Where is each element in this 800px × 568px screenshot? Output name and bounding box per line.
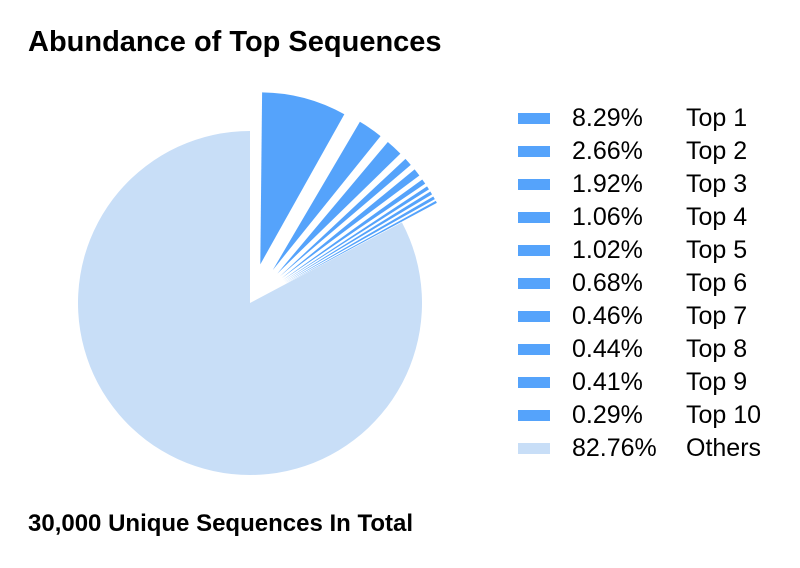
legend-label: Top 7	[686, 302, 748, 330]
pie-slice-top-1	[260, 92, 345, 265]
legend-label: Top 8	[686, 335, 748, 363]
pie-slice-top-9	[284, 196, 435, 284]
chart-title: Abundance of Top Sequences	[28, 26, 442, 58]
legend-swatch	[518, 410, 550, 421]
legend-swatch	[518, 311, 550, 322]
legend-swatch	[518, 443, 550, 454]
legend-value: 2.66%	[572, 137, 643, 165]
legend-value: 82.76%	[572, 434, 657, 462]
legend-value: 0.29%	[572, 401, 643, 429]
legend-item: 0.29% Top 10	[518, 399, 761, 432]
legend-value: 0.68%	[572, 269, 643, 297]
legend-item: 0.68% Top 6	[518, 267, 761, 300]
legend-item: 1.06% Top 4	[518, 201, 761, 234]
legend-item: 0.41% Top 9	[518, 366, 761, 399]
legend-item: 82.76% Others	[518, 432, 761, 465]
legend-label: Top 1	[686, 104, 748, 132]
legend-value: 0.44%	[572, 335, 643, 363]
legend-label: Top 5	[686, 236, 748, 264]
legend-swatch	[518, 113, 550, 124]
legend-swatch	[518, 377, 550, 388]
pie-slice-top-8	[284, 191, 433, 283]
pie-slice-others	[77, 131, 423, 475]
legend-value: 8.29%	[572, 104, 643, 132]
pie-slice-top-3	[277, 141, 401, 274]
legend-item: 8.29% Top 1	[518, 102, 761, 135]
legend-label: Top 9	[686, 368, 748, 396]
legend-item: 0.46% Top 7	[518, 300, 761, 333]
legend-value: 0.41%	[572, 368, 643, 396]
chart-subtitle: 30,000 Unique Sequences In Total	[28, 510, 414, 537]
legend-label: Top 4	[686, 203, 748, 231]
legend-label: Top 3	[686, 170, 748, 198]
legend-value: 1.92%	[572, 170, 643, 198]
legend-swatch	[518, 212, 550, 223]
legend-label: Top 10	[686, 401, 762, 429]
legend-item: 1.92% Top 3	[518, 168, 761, 201]
legend-value: 1.06%	[572, 203, 643, 231]
pie-slice-top-7	[283, 186, 429, 282]
legend-swatch	[518, 146, 550, 157]
legend-swatch	[518, 179, 550, 190]
legend-value: 1.02%	[572, 236, 643, 264]
legend-swatch	[518, 245, 550, 256]
legend-label: Top 2	[686, 137, 748, 165]
pie-slice-top-4	[279, 158, 411, 277]
pie-slice-top-5	[281, 169, 420, 279]
legend-swatch	[518, 344, 550, 355]
pie-slice-top-10	[285, 200, 437, 284]
pie-slice-top-2	[272, 121, 381, 271]
pie-slice-top-6	[282, 179, 426, 281]
legend-label: Others	[686, 434, 762, 462]
legend-label: Top 6	[686, 269, 748, 297]
legend-item: 2.66% Top 2	[518, 135, 761, 168]
legend-item: 0.44% Top 8	[518, 333, 761, 366]
legend-item: 1.02% Top 5	[518, 234, 761, 267]
legend-value: 0.46%	[572, 302, 643, 330]
legend: 8.29% Top 1 2.66% Top 2 1.92% Top 3 1.06% Top 4…	[518, 102, 761, 465]
legend-swatch	[518, 278, 550, 289]
